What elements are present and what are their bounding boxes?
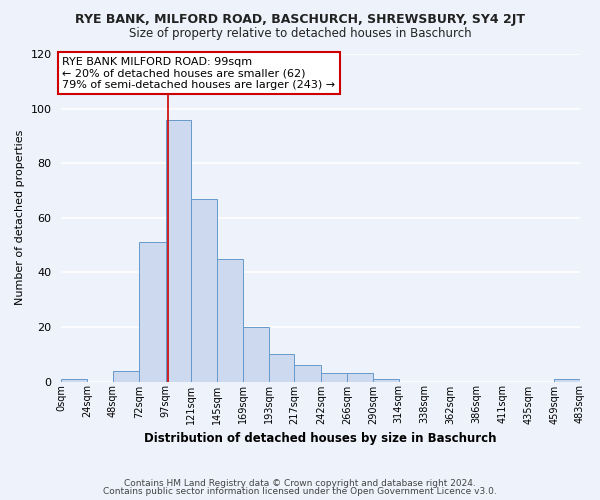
Bar bbox=[113, 370, 139, 382]
Text: Contains public sector information licensed under the Open Government Licence v3: Contains public sector information licen… bbox=[103, 487, 497, 496]
Bar bbox=[373, 379, 398, 382]
Bar bbox=[166, 120, 191, 382]
Text: Size of property relative to detached houses in Baschurch: Size of property relative to detached ho… bbox=[128, 28, 472, 40]
Bar bbox=[139, 242, 166, 382]
Bar bbox=[554, 379, 580, 382]
Bar bbox=[191, 198, 217, 382]
Bar bbox=[321, 374, 347, 382]
Bar bbox=[269, 354, 295, 382]
Text: RYE BANK MILFORD ROAD: 99sqm
← 20% of detached houses are smaller (62)
79% of se: RYE BANK MILFORD ROAD: 99sqm ← 20% of de… bbox=[62, 56, 335, 90]
X-axis label: Distribution of detached houses by size in Baschurch: Distribution of detached houses by size … bbox=[145, 432, 497, 445]
Text: Contains HM Land Registry data © Crown copyright and database right 2024.: Contains HM Land Registry data © Crown c… bbox=[124, 478, 476, 488]
Bar bbox=[243, 327, 269, 382]
Bar bbox=[61, 379, 87, 382]
Bar bbox=[217, 258, 243, 382]
Y-axis label: Number of detached properties: Number of detached properties bbox=[15, 130, 25, 306]
Text: RYE BANK, MILFORD ROAD, BASCHURCH, SHREWSBURY, SY4 2JT: RYE BANK, MILFORD ROAD, BASCHURCH, SHREW… bbox=[75, 12, 525, 26]
Bar bbox=[347, 374, 373, 382]
Bar bbox=[295, 365, 321, 382]
